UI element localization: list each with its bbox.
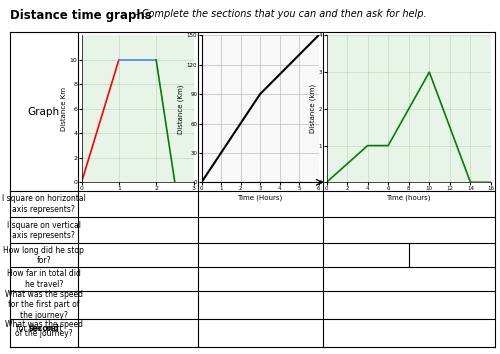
Text: part: part <box>44 324 62 333</box>
Text: of the journey?: of the journey? <box>15 329 72 338</box>
Text: What was the speed
for the first part of
the journey?: What was the speed for the first part of… <box>5 290 83 320</box>
Y-axis label: Distance (km): Distance (km) <box>310 84 316 133</box>
Y-axis label: Distance (Km): Distance (Km) <box>178 84 184 133</box>
Text: How far in total did
he travel?: How far in total did he travel? <box>7 269 80 289</box>
X-axis label: Time (hours): Time (hours) <box>386 194 431 201</box>
Text: I square on vertical
axis represents?: I square on vertical axis represents? <box>7 221 81 240</box>
Text: Graph: Graph <box>28 107 60 116</box>
Text: I square on horizontal
axis represents?: I square on horizontal axis represents? <box>2 194 86 214</box>
Text: - Complete the sections that you can and then ask for help.: - Complete the sections that you can and… <box>132 9 427 19</box>
X-axis label: Time (Hours): Time (Hours) <box>238 194 282 201</box>
Text: How long did he stop
for?: How long did he stop for? <box>4 246 84 265</box>
Y-axis label: Distance Km: Distance Km <box>61 87 67 131</box>
Text: for the: for the <box>16 324 44 333</box>
Text: What was the speed: What was the speed <box>5 320 83 329</box>
Text: Distance time graphs: Distance time graphs <box>10 9 152 22</box>
Text: second: second <box>28 324 59 333</box>
